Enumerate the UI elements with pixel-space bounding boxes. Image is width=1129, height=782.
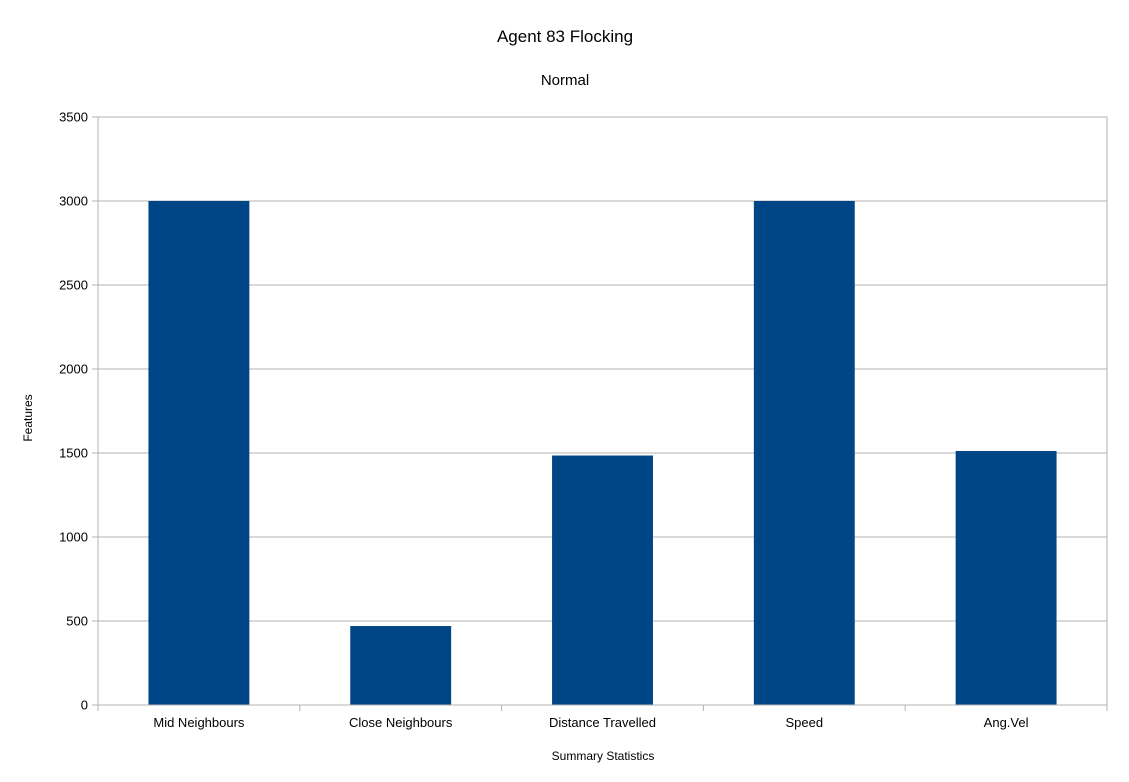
y-tick-label: 1500 [59,446,88,461]
chart-subtitle: Normal [541,72,589,89]
bar-close-neighbours [350,626,452,705]
y-tick-label: 3500 [59,110,88,125]
chart-title: Agent 83 Flocking [497,27,633,46]
x-axis-label: Summary Statistics [552,749,655,763]
y-axis-label: Features [21,394,35,441]
x-tick-label: Close Neighbours [349,715,453,730]
x-axis-ticks: Mid Neighbours Close Neighbours Distance T… [97,705,1108,730]
y-tick-label: 2000 [59,362,88,377]
bar-distance-travelled [552,455,653,705]
y-tick-label: 3000 [59,194,88,209]
plot-area-frame [97,116,1108,706]
y-tick-label: 500 [66,614,88,629]
x-tick-label: Speed [786,715,824,730]
x-tick-label: Mid Neighbours [153,715,245,730]
bars [148,201,1057,705]
bar-speed [753,201,855,705]
y-tick-label: 2500 [59,278,88,293]
bar-ang-vel [955,450,1057,705]
x-tick-label: Ang.Vel [984,715,1029,730]
bar-mid-neighbours [148,201,250,705]
y-tick-label: 1000 [59,530,88,545]
x-tick-label: Distance Travelled [549,715,656,730]
y-tick-label: 0 [81,698,88,713]
y-axis-ticks: 0 500 1000 1500 2000 2500 3000 3500 [59,110,98,713]
